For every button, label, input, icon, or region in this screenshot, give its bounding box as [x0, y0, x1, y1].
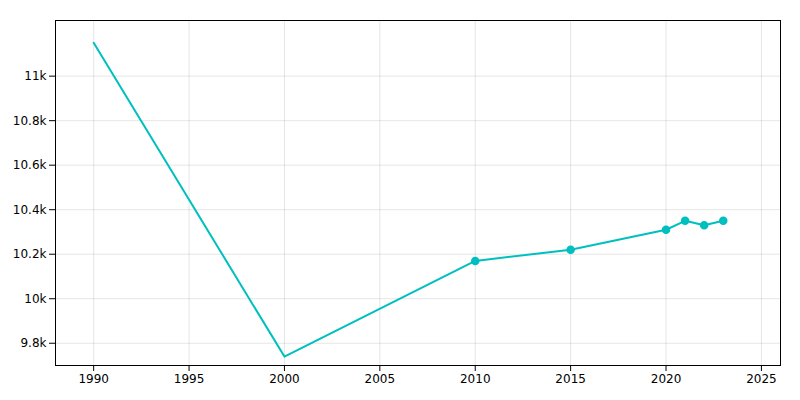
svg-text:10.6k: 10.6k [13, 158, 47, 172]
svg-text:11k: 11k [24, 69, 46, 83]
svg-text:10k: 10k [24, 292, 46, 306]
svg-text:2015: 2015 [555, 372, 586, 386]
svg-text:2000: 2000 [269, 372, 300, 386]
svg-text:2005: 2005 [365, 372, 396, 386]
svg-text:1990: 1990 [78, 372, 109, 386]
svg-text:10.4k: 10.4k [13, 203, 47, 217]
svg-text:2025: 2025 [746, 372, 777, 386]
svg-text:10.2k: 10.2k [13, 247, 47, 261]
svg-text:2020: 2020 [651, 372, 682, 386]
svg-text:10.8k: 10.8k [13, 114, 47, 128]
svg-text:9.8k: 9.8k [20, 336, 46, 350]
svg-text:1995: 1995 [174, 372, 205, 386]
svg-text:2010: 2010 [460, 372, 491, 386]
